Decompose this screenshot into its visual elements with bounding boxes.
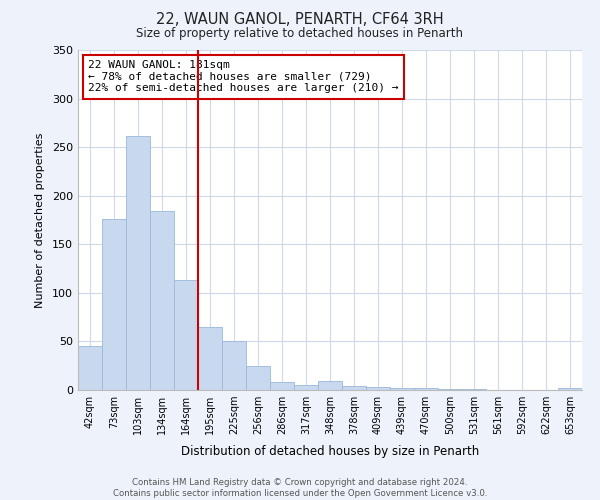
Bar xyxy=(390,388,414,390)
Bar xyxy=(150,212,174,390)
Bar xyxy=(222,342,246,390)
Text: 22, WAUN GANOL, PENARTH, CF64 3RH: 22, WAUN GANOL, PENARTH, CF64 3RH xyxy=(156,12,444,28)
Bar xyxy=(342,386,366,390)
Bar xyxy=(438,389,462,390)
Bar xyxy=(294,385,318,390)
Bar xyxy=(558,388,582,390)
Bar xyxy=(270,382,294,390)
X-axis label: Distribution of detached houses by size in Penarth: Distribution of detached houses by size … xyxy=(181,446,479,458)
Bar xyxy=(126,136,150,390)
Bar xyxy=(246,366,270,390)
Bar xyxy=(366,387,390,390)
Bar xyxy=(198,327,222,390)
Y-axis label: Number of detached properties: Number of detached properties xyxy=(35,132,45,308)
Bar xyxy=(462,389,486,390)
Text: Size of property relative to detached houses in Penarth: Size of property relative to detached ho… xyxy=(137,28,464,40)
Text: 22 WAUN GANOL: 181sqm
← 78% of detached houses are smaller (729)
22% of semi-det: 22 WAUN GANOL: 181sqm ← 78% of detached … xyxy=(88,60,398,94)
Bar xyxy=(78,346,102,390)
Bar xyxy=(174,280,198,390)
Bar xyxy=(318,382,342,390)
Bar xyxy=(414,388,438,390)
Text: Contains HM Land Registry data © Crown copyright and database right 2024.
Contai: Contains HM Land Registry data © Crown c… xyxy=(113,478,487,498)
Bar xyxy=(102,219,126,390)
